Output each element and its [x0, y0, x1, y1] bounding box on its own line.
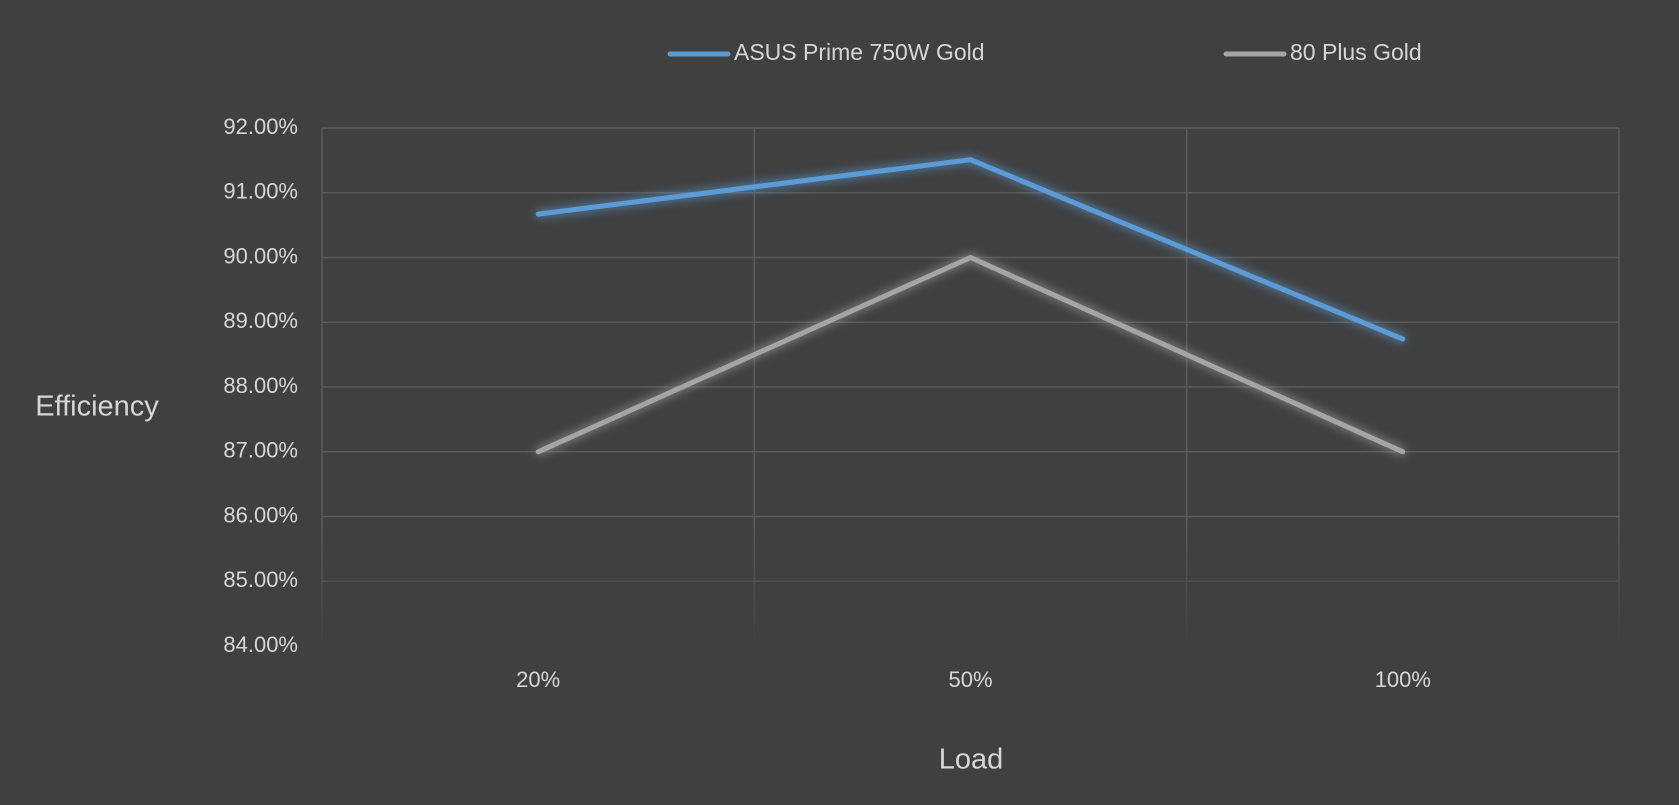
legend-label: 80 Plus Gold — [1290, 39, 1422, 65]
y-tick-label: 90.00% — [223, 243, 298, 268]
y-tick-label: 87.00% — [223, 438, 298, 463]
y-axis-title: Efficiency — [35, 391, 159, 423]
legend: ASUS Prime 750W Gold 80 Plus Gold — [667, 39, 1422, 65]
grid-fade — [320, 526, 1621, 648]
y-tick-label: 85.00% — [223, 567, 298, 592]
y-tick-label: 92.00% — [223, 114, 298, 139]
x-axis-title: Load — [939, 744, 1004, 776]
x-tick-label: 20% — [516, 667, 560, 692]
y-tick-label: 91.00% — [223, 179, 298, 204]
series-line-80-plus-gold — [535, 255, 1406, 455]
x-axis-ticks: 20% 50% 100% — [516, 667, 1431, 692]
series-lines — [535, 157, 1406, 455]
x-tick-label: 50% — [948, 667, 992, 692]
y-tick-label: 88.00% — [223, 373, 298, 398]
y-tick-label: 84.00% — [223, 632, 298, 657]
y-tick-label: 86.00% — [223, 502, 298, 527]
x-tick-label: 100% — [1375, 667, 1431, 692]
grid — [320, 127, 1621, 648]
y-axis-ticks: 84.00% 85.00% 86.00% 87.00% 88.00% 89.00% 90.0… — [223, 114, 298, 657]
y-tick-label: 89.00% — [223, 308, 298, 333]
series-line-asus-prime-750w-gold — [535, 157, 1406, 342]
legend-label: ASUS Prime 750W Gold — [734, 39, 985, 65]
